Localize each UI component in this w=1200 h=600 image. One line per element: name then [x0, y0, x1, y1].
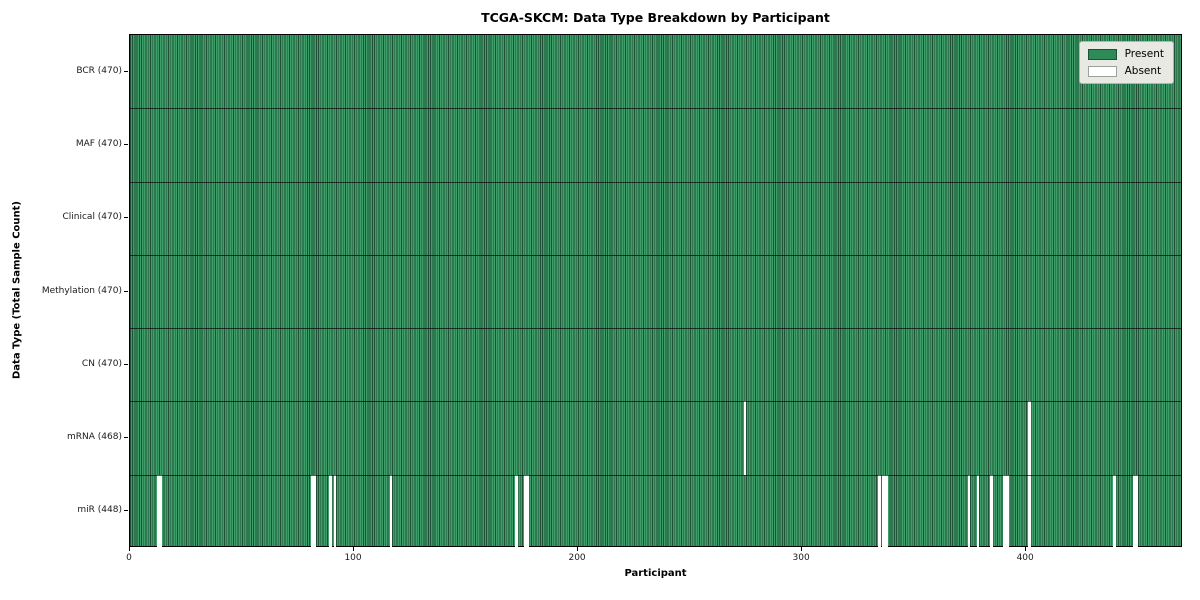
legend-entry-absent: Absent	[1087, 65, 1164, 77]
x-tick-label-100: 100	[344, 553, 362, 563]
x-tick-label-400: 400	[1016, 553, 1034, 563]
absent-cell-miR-439	[1113, 474, 1117, 548]
row-separator	[130, 254, 1181, 256]
x-tick-mark	[129, 547, 130, 551]
absent-cell-miR-401	[1028, 474, 1031, 548]
legend-entry-present: Present	[1087, 48, 1164, 60]
absent-cell-miR-449	[1135, 474, 1139, 548]
row-separator	[130, 328, 1181, 330]
absent-cell-miR-116	[389, 474, 393, 548]
y-tick-mark	[124, 290, 128, 292]
absent-cell-miR-89	[329, 474, 332, 548]
absent-cell-miR-384	[990, 474, 993, 548]
y-tick-label-BCR: BCR (470)	[76, 65, 122, 76]
absent-cell-miR-176	[524, 474, 527, 548]
row-separator	[130, 108, 1181, 110]
y-tick-label-Clinical: Clinical (470)	[62, 212, 122, 223]
x-tick-mark	[1025, 547, 1027, 551]
row-separator	[130, 181, 1181, 183]
absent-cell-miR-334	[878, 474, 881, 548]
absent-swatch	[1087, 65, 1117, 77]
y-tick-mark	[124, 70, 128, 72]
absent-cell-mRNA-274	[743, 401, 747, 475]
absent-cell-miR-13	[158, 474, 162, 548]
legend-present-label: Present	[1124, 48, 1164, 60]
x-tick-label-0: 0	[126, 553, 132, 563]
x-tick-mark	[577, 547, 579, 551]
y-tick-label-Methylation: Methylation (470)	[41, 285, 122, 296]
absent-cell-miR-82	[313, 474, 317, 548]
absent-cell-miR-337	[884, 474, 888, 548]
absent-cell-miR-378	[976, 474, 980, 548]
x-tick-mark	[801, 547, 803, 551]
row-separator	[130, 401, 1181, 403]
y-tick-mark	[124, 217, 128, 219]
absent-cell-miR-448	[1133, 474, 1137, 548]
y-tick-label-MAF: MAF (470)	[75, 138, 122, 149]
absent-cell-miR-374	[967, 474, 971, 548]
absent-cell-miR-12	[156, 474, 160, 548]
legend: Present Absent	[1078, 41, 1174, 84]
y-tick-label-miR: miR (448)	[77, 505, 122, 516]
x-tick-label-300: 300	[792, 553, 810, 563]
x-tick-mark	[353, 547, 355, 551]
chart-title: TCGA-SKCM: Data Type Breakdown by Partic…	[481, 10, 830, 25]
absent-cell-miR-91	[333, 474, 337, 548]
absent-cell-miR-390	[1003, 474, 1007, 548]
absent-cell-miR-391	[1005, 474, 1009, 548]
absent-cell-miR-177	[526, 474, 530, 548]
y-tick-mark	[124, 510, 128, 512]
present-swatch	[1087, 48, 1117, 60]
row-separator	[130, 474, 1181, 476]
legend-absent-label: Absent	[1124, 65, 1162, 77]
y-tick-mark	[124, 437, 128, 439]
y-tick-mark	[124, 363, 128, 365]
y-tick-label-mRNA: mRNA (468)	[67, 432, 122, 443]
absent-cell-miR-336	[882, 474, 886, 548]
y-tick-labels: BCR (470) MAF (470) Clinical (470) Methylat…	[0, 0, 122, 600]
x-tick-label-200: 200	[568, 553, 586, 563]
y-tick-mark	[124, 143, 128, 145]
y-tick-label-CN: CN (470)	[81, 358, 122, 369]
absent-cell-mRNA-401	[1028, 401, 1031, 475]
x-axis-label: Participant	[624, 568, 687, 579]
plot-area: Present Absent	[129, 34, 1182, 548]
absent-cell-miR-81	[311, 474, 314, 548]
absent-cell-miR-172	[515, 474, 518, 548]
